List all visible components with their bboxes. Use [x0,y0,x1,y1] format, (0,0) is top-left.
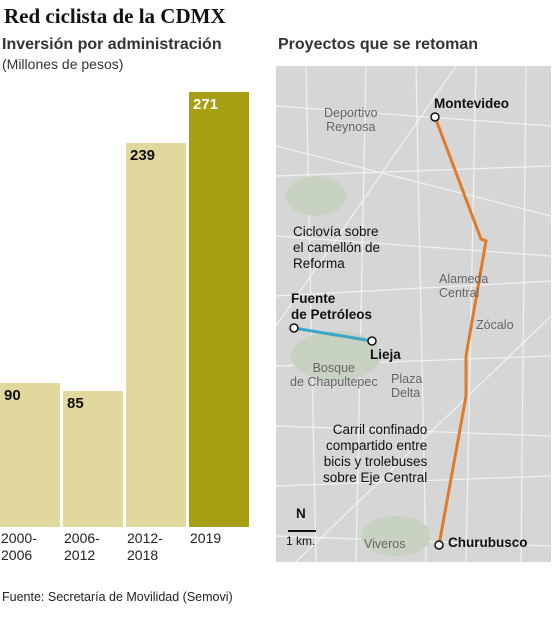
map-label: Carril confinado compartido entre bicis … [323,422,428,485]
bar [63,390,123,527]
category-label: 2012- 2018 [127,530,163,563]
category-label: 2000- 2006 [1,530,37,563]
map-label: Viveros [364,537,406,551]
bar [0,382,60,527]
value-label: 239 [130,147,156,165]
map-label: Alameda Central [439,272,489,300]
map: Montevideo Deportivo Reynosa Ciclovía so… [276,66,551,562]
map-label: Plaza Delta [391,372,423,400]
map-label: Lieja [370,347,401,362]
value-label: 85 [67,394,84,412]
map-label: Zócalo [476,318,514,332]
value-label: 90 [4,386,21,404]
value-label: 271 [193,96,219,114]
bar [189,92,249,527]
map-base [276,66,551,562]
map-label: Montevideo [434,96,510,111]
map-label: Bosque de Chapultepec [290,361,378,389]
category-label: 2019 [190,530,222,546]
bar [126,143,186,527]
map-title: Proyectos que se retoman [278,36,479,53]
category-label: 2006- 2012 [64,530,100,563]
title: Red ciclista de la CDMX [4,4,226,28]
scale-label: 1 km. [286,534,316,548]
map-label: Ciclovía sobre el camellón de Reforma [293,224,381,271]
map-label: Deportivo Reynosa [324,106,378,134]
map-label: Fuente de Petróleos [291,291,373,322]
subtitle: Inversión por administración [2,36,222,53]
bar-chart: 90 2000- 2006 85 2006- 2012 239 2012- 2018 271… [0,0,260,580]
source: Fuente: Secretaría de Movilidad (Semovi) [2,590,233,604]
unit: (Millones de pesos) [2,56,124,72]
map-label: Churubusco [448,535,528,550]
north-label: N [296,506,306,521]
